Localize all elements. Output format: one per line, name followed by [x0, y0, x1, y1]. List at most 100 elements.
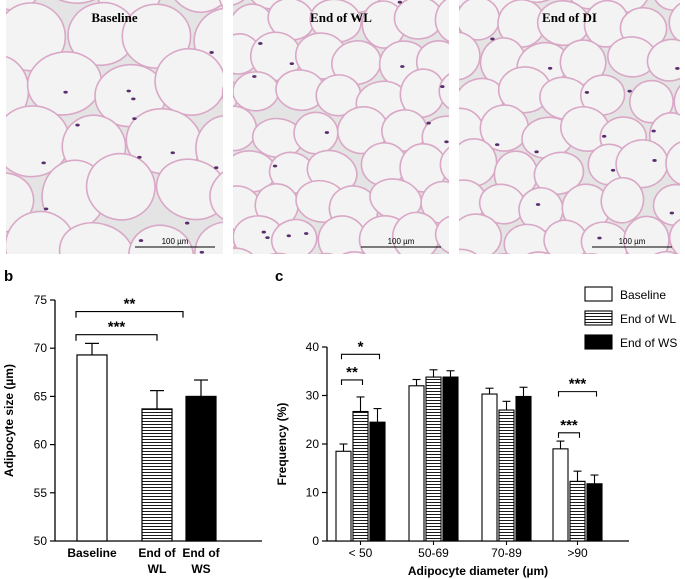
scale-bar-label: 100 µm: [162, 237, 189, 246]
adipocyte-cell: [298, 252, 349, 254]
nucleus-dot: [490, 37, 495, 41]
nucleus-dot: [440, 85, 445, 88]
nucleus-dot: [610, 168, 616, 172]
nucleus-dot: [444, 140, 449, 144]
y-tick-label: 20: [306, 437, 320, 451]
nucleus-dot: [126, 89, 131, 93]
adipocyte-cell: [420, 180, 449, 224]
image-title: End of DI: [542, 10, 597, 25]
nucleus-dot: [214, 166, 219, 170]
adipocyte-cell: [533, 151, 585, 196]
x-tick-label: WL: [148, 562, 167, 576]
y-tick-label: 55: [34, 486, 48, 500]
nucleus-dot: [669, 211, 675, 215]
x-tick-label: End of: [138, 546, 176, 560]
legend-label: Baseline: [620, 288, 666, 302]
adipocyte-cell: [6, 172, 35, 235]
panel-b-letter: b: [4, 268, 13, 285]
nucleus-dot: [426, 121, 431, 125]
adipocyte-size-chart: 50 55 60 65 70 75 Adipocyte size (µm) Baseline E…: [2, 293, 262, 576]
bar: [552, 448, 569, 542]
nucleus-dot: [651, 129, 656, 133]
bar: [369, 421, 386, 542]
significance-bracket: [557, 391, 598, 397]
nucleus-dot: [289, 62, 295, 66]
adipocyte-cell: [623, 215, 670, 254]
scale-bar-label: 100 µm: [619, 237, 646, 246]
adipocyte-cell: [641, 250, 680, 254]
nucleus-dot: [304, 232, 309, 235]
nucleus-dot: [41, 161, 46, 165]
adipocyte-cell: [194, 221, 223, 254]
nucleus-dot: [597, 236, 602, 240]
adipocyte-cell: [85, 152, 156, 221]
adipocyte-cell: [159, 255, 231, 331]
nucleus-dot: [261, 230, 266, 234]
significance-bracket: [340, 379, 364, 385]
histology-image: Baseline 100 µm: [6, 0, 231, 331]
legend-swatch: [584, 334, 613, 350]
adipocyte-cell: [665, 139, 680, 187]
legend-label: End of WL: [620, 312, 676, 326]
bar: [442, 376, 459, 542]
legend-swatch: [584, 310, 613, 326]
significance-label: ***: [569, 376, 587, 393]
nucleus-dot: [43, 207, 49, 211]
nucleus-dot: [63, 90, 68, 94]
y-tick-label: 70: [34, 341, 48, 355]
nucleus-dot: [209, 51, 214, 54]
nucleus-dot: [286, 234, 291, 238]
bar: [141, 408, 173, 542]
y-tick-label: 0: [312, 534, 319, 548]
adipocyte-cell: [439, 142, 449, 187]
bar: [586, 483, 603, 542]
frequency-chart: 0 10 20 30 40 Frequency (%) Adipocyte diameter…: [275, 286, 677, 578]
significance-label: ***: [108, 319, 126, 336]
x-tick-label: < 50: [349, 546, 373, 560]
y-axis-label: Adipocyte size (µm): [2, 364, 16, 477]
adipocyte-cell: [515, 251, 563, 254]
y-tick-label: 50: [34, 534, 48, 548]
bar: [335, 450, 352, 542]
nucleus-dot: [258, 42, 263, 45]
bar: [515, 395, 532, 542]
nucleus-dot: [272, 164, 278, 168]
histology-image: End of DI 100 µm: [392, 0, 685, 307]
adipocyte-cell: [668, 215, 680, 254]
adipocyte-cell: [438, 69, 449, 113]
bar: [185, 395, 217, 542]
adipocyte-cell: [646, 38, 680, 82]
adipocyte-cell: [392, 250, 446, 300]
x-tick-label: 70-89: [491, 546, 522, 560]
adipocyte-cell: [158, 251, 214, 299]
adipocyte-cell: [434, 214, 449, 254]
nucleus-dot: [265, 236, 270, 240]
nucleus-dot: [584, 91, 590, 94]
nucleus-dot: [627, 89, 632, 93]
adipocyte-cells: [158, 0, 508, 301]
nucleus-dot: [601, 134, 607, 138]
adipocyte-cell: [459, 138, 498, 187]
y-tick-label: 10: [306, 486, 320, 500]
image-title: Baseline: [91, 10, 137, 25]
adipocyte-cell: [513, 0, 565, 4]
bar: [569, 480, 586, 542]
adipocyte-cells: [6, 0, 231, 331]
adipocyte-cell: [459, 248, 486, 254]
x-tick-label: WS: [191, 562, 210, 576]
adipocyte-cell: [466, 259, 508, 301]
adipocyte-cell: [434, 0, 449, 45]
y-axis-label: Frequency (%): [275, 403, 289, 486]
x-tick-label: 50-69: [418, 546, 449, 560]
image-title: End of WL: [310, 10, 372, 25]
nucleus-dot: [397, 0, 403, 4]
adipocyte-cell: [329, 251, 379, 254]
nucleus-dot: [324, 131, 330, 134]
adipocyte-cell: [680, 255, 685, 307]
significance-bracket: [340, 353, 381, 360]
adipocyte-cell: [503, 223, 551, 254]
y-tick-label: 75: [34, 293, 48, 307]
bar: [425, 376, 442, 542]
adipocyte-cell: [166, 0, 223, 14]
